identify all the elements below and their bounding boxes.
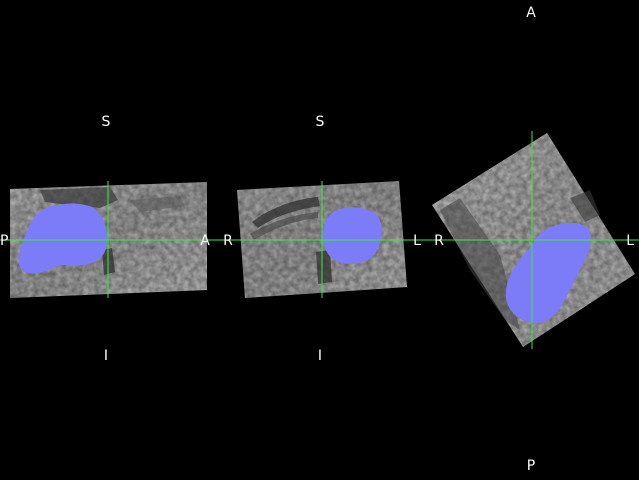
sagittal-left-label: P xyxy=(0,233,8,249)
axial-left-label: R xyxy=(434,233,444,249)
sagittal-dark-structure-3 xyxy=(130,196,185,212)
orientation-labels: S I P A S I R L A P R L xyxy=(0,5,634,474)
axial-segmentation-overlay xyxy=(505,222,591,324)
crosshairs[interactable] xyxy=(0,131,639,349)
coronal-bottom-label: I xyxy=(318,348,322,364)
axial-dark-structure-2 xyxy=(570,190,600,222)
axial-dark-structure xyxy=(440,198,520,330)
coronal-dark-band-2 xyxy=(250,212,318,240)
axial-right-label: L xyxy=(626,233,634,249)
coronal-dark-structure xyxy=(316,250,332,284)
sagittal-segmentation-overlay xyxy=(18,203,108,274)
axial-bottom-label: P xyxy=(527,458,535,474)
sagittal-top-label: S xyxy=(102,114,111,130)
axial-top-label: A xyxy=(526,5,536,21)
coronal-right-label: L xyxy=(413,233,421,249)
sagittal-right-label: A xyxy=(200,233,210,249)
sagittal-dark-structure xyxy=(40,187,118,208)
coronal-dark-band xyxy=(252,197,320,228)
coronal-segmentation-overlay xyxy=(322,207,382,264)
coronal-top-label: S xyxy=(316,114,325,130)
coronal-left-label: R xyxy=(223,233,233,249)
sagittal-bottom-label: I xyxy=(104,348,108,364)
